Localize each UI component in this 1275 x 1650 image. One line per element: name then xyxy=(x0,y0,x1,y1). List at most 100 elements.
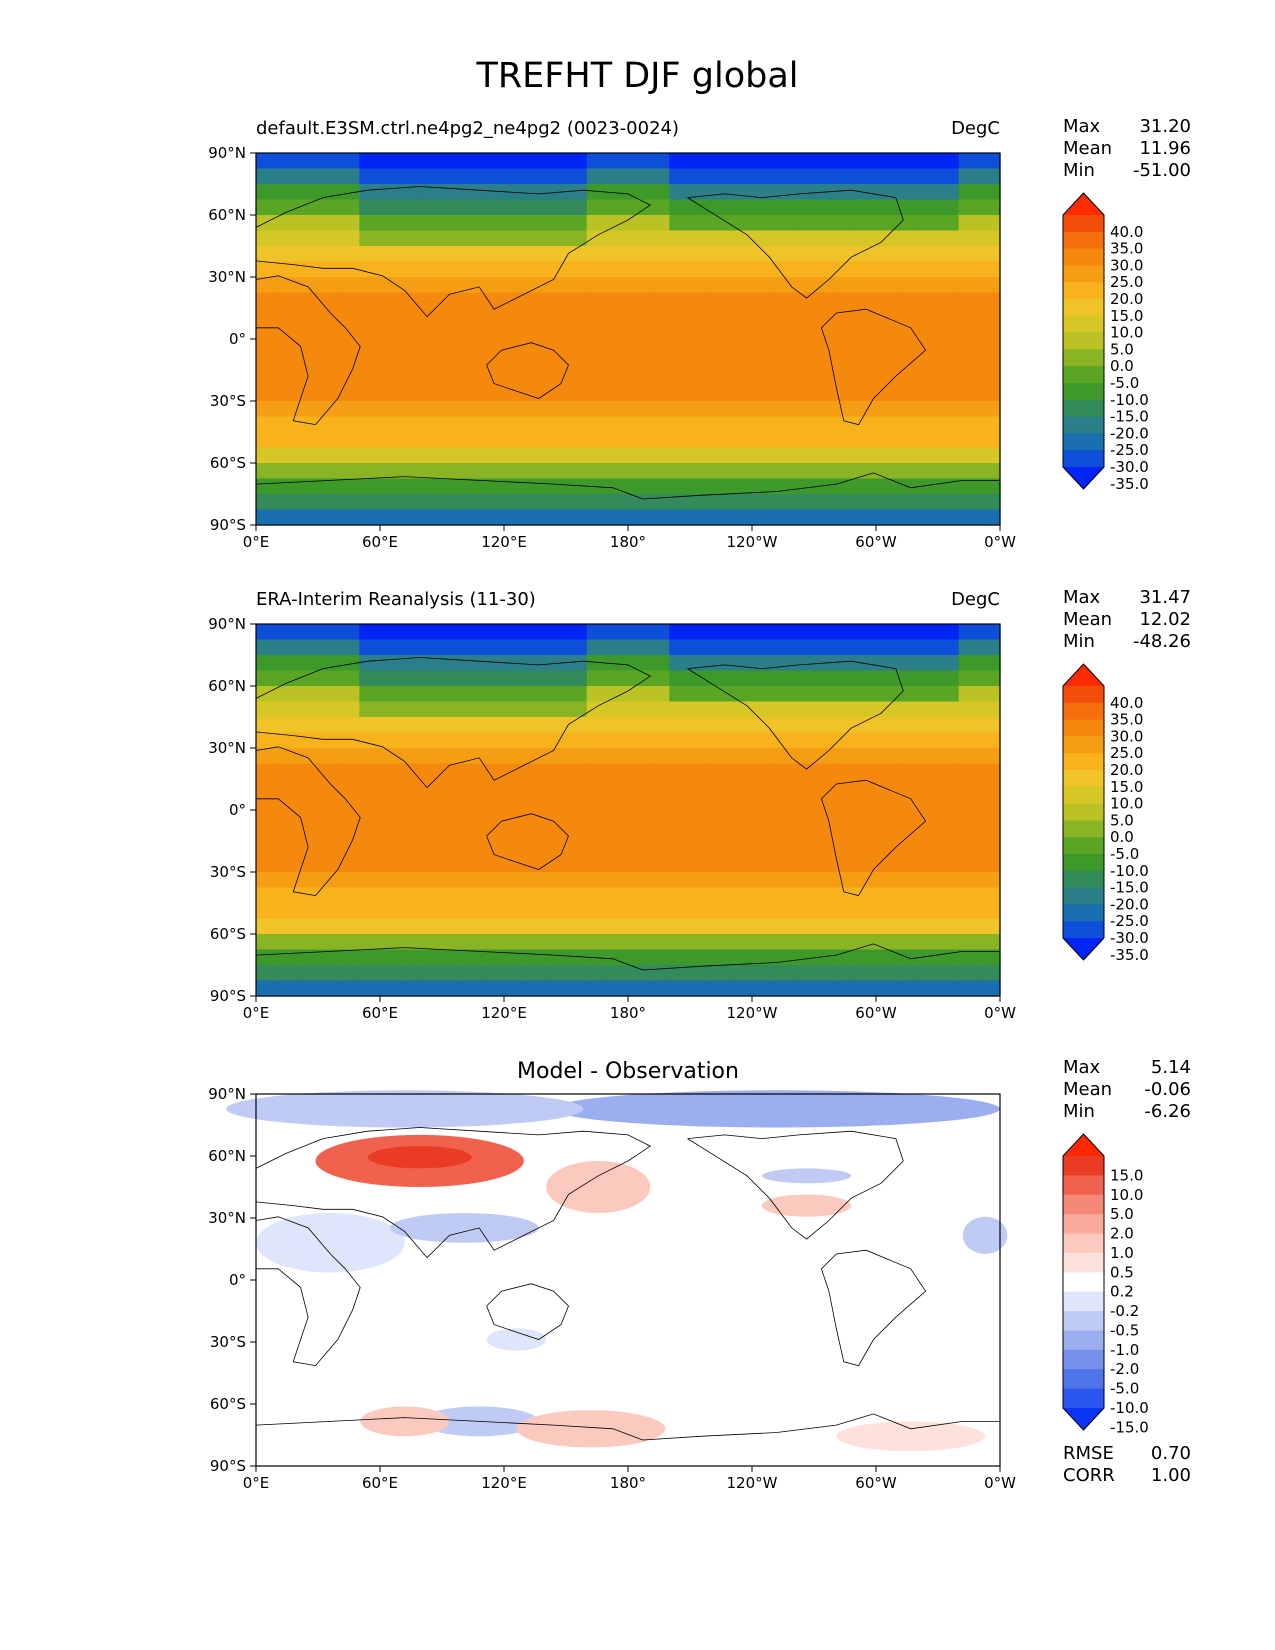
field-cell xyxy=(648,323,670,340)
field-cell xyxy=(524,717,546,734)
x-tick-label: 180° xyxy=(610,1474,646,1492)
field-cell xyxy=(710,339,732,356)
field-cell xyxy=(876,748,898,765)
field-cell xyxy=(338,509,360,526)
colorbar-segment xyxy=(1063,904,1104,922)
field-cell xyxy=(731,887,753,904)
field-cell xyxy=(669,903,691,920)
field-cell xyxy=(938,639,960,656)
field-cell xyxy=(421,184,443,201)
field-cell xyxy=(607,934,629,951)
field-cell xyxy=(400,763,422,780)
field-cell xyxy=(421,918,443,935)
colorbar-tick-label: 5.0 xyxy=(1110,811,1134,829)
field-cell xyxy=(442,230,464,247)
field-cell xyxy=(586,732,608,749)
field-cell xyxy=(917,624,939,641)
field-cell xyxy=(338,980,360,997)
field-cell xyxy=(752,246,774,263)
field-cell xyxy=(979,478,1001,495)
field-cell xyxy=(669,624,691,641)
field-cell xyxy=(710,184,732,201)
field-cell xyxy=(318,918,340,935)
field-cell xyxy=(979,887,1001,904)
field-cell xyxy=(566,354,588,371)
field-cell xyxy=(834,825,856,842)
field-cell xyxy=(876,980,898,997)
field-cell xyxy=(648,339,670,356)
field-cell xyxy=(421,478,443,495)
field-cell xyxy=(855,717,877,734)
field-cell xyxy=(648,701,670,718)
field-cell xyxy=(710,794,732,811)
field-cell xyxy=(917,872,939,889)
metric-corr-row: CORR 1.00 xyxy=(1063,1465,1191,1487)
field-cell xyxy=(586,354,608,371)
field-cell xyxy=(917,686,939,703)
field-cell xyxy=(710,494,732,511)
field-cell xyxy=(566,763,588,780)
field-cell xyxy=(958,385,980,402)
field-cell xyxy=(814,199,836,216)
field-cell xyxy=(855,168,877,185)
field-cell xyxy=(400,949,422,966)
field-cell xyxy=(483,748,505,765)
field-cell xyxy=(814,980,836,997)
field-cell xyxy=(297,887,319,904)
field-cell xyxy=(421,246,443,263)
stat-label: Max xyxy=(1063,587,1101,608)
field-cell xyxy=(855,308,877,325)
field-cell xyxy=(359,478,381,495)
field-cell xyxy=(834,856,856,873)
field-cell xyxy=(855,841,877,858)
y-tick-label: 60°N xyxy=(208,206,246,224)
panel-2-stats: Max 31.47 Mean 12.02 Min -48.26 xyxy=(1063,587,1191,653)
field-cell xyxy=(690,509,712,526)
field-cell xyxy=(297,308,319,325)
field-cell xyxy=(359,184,381,201)
field-cell xyxy=(380,624,402,641)
field-cell xyxy=(276,841,298,858)
field-cell xyxy=(793,872,815,889)
colorbar-tick-label: 5.0 xyxy=(1110,1205,1134,1223)
field-cell xyxy=(566,825,588,842)
field-cell xyxy=(958,261,980,278)
field-cell xyxy=(318,168,340,185)
field-cell xyxy=(256,478,278,495)
field-cell xyxy=(979,872,1001,889)
field-cell xyxy=(628,199,650,216)
field-cell xyxy=(772,980,794,997)
field-cell xyxy=(876,965,898,982)
field-cell xyxy=(628,903,650,920)
field-cell xyxy=(380,779,402,796)
field-cell xyxy=(731,153,753,170)
field-cell xyxy=(876,794,898,811)
field-cell xyxy=(917,463,939,480)
field-cell xyxy=(917,432,939,449)
field-cell xyxy=(380,810,402,827)
field-cell xyxy=(896,732,918,749)
field-cell xyxy=(814,370,836,387)
field-cell xyxy=(938,401,960,418)
field-cell xyxy=(731,934,753,951)
field-cell xyxy=(710,965,732,982)
field-cell xyxy=(752,903,774,920)
field-cell xyxy=(483,856,505,873)
field-cell xyxy=(731,624,753,641)
field-cell xyxy=(276,401,298,418)
field-cell xyxy=(876,670,898,687)
field-cell xyxy=(586,841,608,858)
field-cell xyxy=(586,872,608,889)
field-cell xyxy=(669,732,691,749)
field-cell xyxy=(421,639,443,656)
field-cell xyxy=(338,887,360,904)
field-cell xyxy=(938,478,960,495)
field-cell xyxy=(752,215,774,232)
field-cell xyxy=(855,447,877,464)
field-cell xyxy=(710,199,732,216)
field-cell xyxy=(297,779,319,796)
field-cell xyxy=(442,763,464,780)
field-cell xyxy=(338,965,360,982)
field-cell xyxy=(896,701,918,718)
field-cell xyxy=(628,872,650,889)
